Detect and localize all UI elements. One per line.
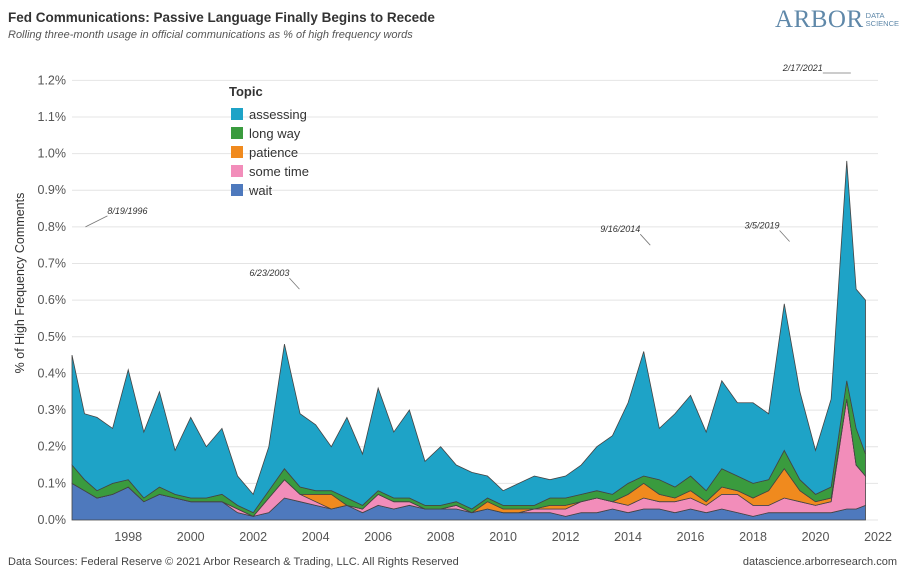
y-tick-label: 1.1% bbox=[38, 110, 67, 124]
y-axis-label: % of High Frequency Comments bbox=[13, 193, 27, 374]
x-tick-label: 2020 bbox=[802, 530, 830, 544]
logo-sub-bottom: SCIENCE bbox=[865, 19, 899, 28]
y-tick-label: 0.9% bbox=[38, 183, 67, 197]
annotation-label: 2/17/2021 bbox=[782, 63, 823, 73]
x-tick-label: 2018 bbox=[739, 530, 767, 544]
logo-subtext: DATA SCIENCE bbox=[866, 12, 899, 28]
annotation-label: 8/19/1996 bbox=[107, 206, 147, 216]
x-tick-label: 2002 bbox=[239, 530, 267, 544]
legend-label: wait bbox=[248, 183, 273, 198]
annotation-label: 9/16/2014 bbox=[600, 224, 640, 234]
y-tick-label: 0.6% bbox=[38, 293, 67, 307]
legend-swatch bbox=[231, 184, 243, 196]
annotation-leader bbox=[289, 277, 300, 290]
chart-title: Fed Communications: Passive Language Fin… bbox=[8, 10, 435, 25]
annotation-label: 3/5/2019 bbox=[745, 221, 780, 231]
x-tick-label: 2010 bbox=[489, 530, 517, 544]
legend-label: assessing bbox=[249, 107, 307, 122]
y-tick-label: 1.0% bbox=[38, 147, 67, 161]
y-tick-label: 0.3% bbox=[38, 403, 67, 417]
legend-swatch bbox=[231, 146, 243, 158]
chart-subtitle: Rolling three-month usage in official co… bbox=[8, 29, 413, 41]
y-tick-label: 0.1% bbox=[38, 476, 67, 490]
legend: Topic assessing long way patience some time w… bbox=[229, 84, 309, 198]
x-tick-label: 2012 bbox=[552, 530, 580, 544]
website-link[interactable]: datascience.arborresearch.com bbox=[742, 556, 897, 568]
x-tick-label: 2004 bbox=[302, 530, 330, 544]
x-tick-label: 2006 bbox=[364, 530, 392, 544]
series-areas bbox=[71, 160, 866, 521]
x-tick-label: 2016 bbox=[677, 530, 705, 544]
y-tick-label: 0.5% bbox=[38, 330, 67, 344]
annotations: 8/19/1996 6/23/2003 9/16/2014 3/5/2019 2/17/… bbox=[85, 63, 851, 290]
legend-title: Topic bbox=[229, 84, 263, 99]
data-source-note: Data Sources: Federal Reserve © 2021 Arb… bbox=[8, 556, 459, 568]
x-axis-ticks: 1998 2000 2002 2004 2006 2008 2010 2012 2014 2016… bbox=[114, 530, 892, 544]
legend-swatch bbox=[231, 127, 243, 139]
legend-label: patience bbox=[249, 145, 298, 160]
y-tick-label: 0.7% bbox=[38, 257, 67, 271]
y-tick-label: 0.0% bbox=[38, 513, 67, 527]
y-tick-label: 0.2% bbox=[38, 440, 67, 454]
logo-wordmark: ARBOR bbox=[775, 6, 864, 33]
y-tick-label: 0.8% bbox=[38, 220, 67, 234]
x-tick-label: 2000 bbox=[177, 530, 205, 544]
legend-label: some time bbox=[249, 164, 309, 179]
legend-swatch bbox=[231, 165, 243, 177]
y-axis-ticks: 0.0% 0.1% 0.2% 0.3% 0.4% 0.5% 0.6% 0.7% 0.8% 0.9%… bbox=[38, 73, 67, 527]
annotation-leader bbox=[85, 215, 108, 228]
x-tick-label: 2008 bbox=[427, 530, 455, 544]
x-tick-label: 2014 bbox=[614, 530, 642, 544]
x-tick-label: 1998 bbox=[114, 530, 142, 544]
annotation-label: 6/23/2003 bbox=[249, 268, 289, 278]
annotation-leader bbox=[639, 233, 651, 246]
grid-lines bbox=[72, 79, 878, 521]
area-assessing bbox=[71, 160, 866, 514]
annotation-leader bbox=[779, 230, 790, 242]
x-tick-label: 2022 bbox=[864, 530, 892, 544]
legend-label: long way bbox=[249, 126, 301, 141]
logo-sub-top: DATA bbox=[865, 11, 885, 20]
y-tick-label: 1.2% bbox=[38, 73, 67, 87]
arbor-logo: ARBOR DATA SCIENCE bbox=[775, 6, 899, 34]
legend-swatch bbox=[231, 108, 243, 120]
y-tick-label: 0.4% bbox=[38, 366, 67, 380]
